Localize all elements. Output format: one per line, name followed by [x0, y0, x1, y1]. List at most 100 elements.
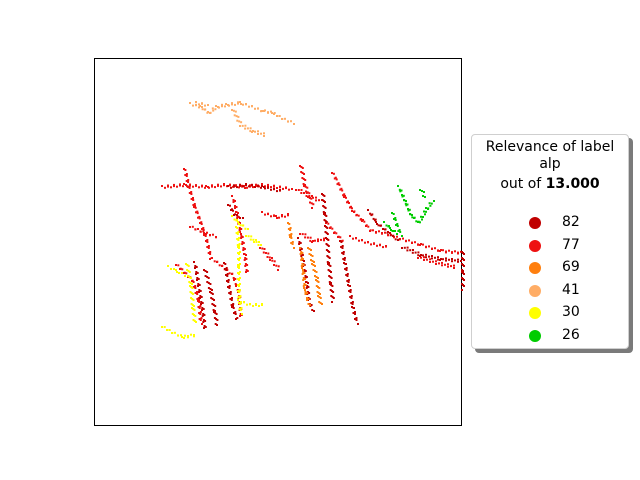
relevance-point	[249, 303, 251, 305]
relevance-point	[259, 247, 261, 249]
relevance-point	[403, 199, 405, 201]
relevance-point	[197, 285, 199, 287]
relevance-point	[229, 183, 231, 186]
relevance-point	[161, 326, 163, 328]
relevance-point	[264, 109, 266, 112]
relevance-point	[273, 184, 275, 187]
relevance-point	[397, 185, 399, 187]
relevance-point	[298, 241, 301, 243]
relevance-point	[361, 239, 363, 241]
relevance-point	[192, 308, 195, 310]
relevance-point	[309, 201, 311, 204]
relevance-point	[212, 233, 214, 236]
relevance-point	[439, 250, 441, 252]
relevance-point	[457, 251, 459, 254]
relevance-point	[233, 185, 235, 188]
relevance-point	[241, 236, 244, 238]
relevance-point	[339, 236, 342, 239]
relevance-point	[245, 184, 247, 187]
relevance-point	[287, 222, 289, 224]
relevance-point	[300, 166, 303, 168]
relevance-point	[199, 297, 201, 299]
relevance-point	[226, 275, 229, 277]
relevance-point	[367, 225, 370, 228]
relevance-point	[324, 214, 327, 216]
relevance-point	[201, 184, 203, 187]
relevance-point	[211, 184, 213, 187]
relevance-point	[199, 230, 202, 233]
relevance-point	[216, 319, 219, 321]
relevance-point	[317, 295, 319, 297]
relevance-point	[230, 186, 232, 189]
relevance-point	[161, 185, 163, 187]
relevance-point	[339, 188, 342, 191]
relevance-point	[284, 117, 286, 120]
relevance-point	[301, 177, 304, 179]
relevance-point	[200, 317, 203, 319]
relevance-point	[234, 207, 236, 209]
relevance-point	[305, 195, 308, 197]
relevance-point	[357, 323, 359, 325]
relevance-point	[232, 109, 235, 112]
relevance-point	[396, 225, 399, 227]
relevance-point	[419, 221, 421, 224]
relevance-point	[321, 193, 323, 195]
relevance-point	[332, 297, 335, 299]
relevance-point	[244, 227, 247, 230]
relevance-point	[239, 125, 241, 127]
relevance-point	[322, 194, 325, 196]
relevance-point	[199, 222, 201, 224]
relevance-point	[315, 279, 317, 281]
relevance-point	[235, 285, 237, 287]
relevance-point	[325, 221, 328, 223]
relevance-point	[326, 233, 329, 235]
relevance-point	[343, 259, 346, 261]
relevance-point	[241, 124, 244, 127]
relevance-point	[279, 185, 281, 188]
relevance-point	[226, 273, 229, 275]
relevance-point	[431, 247, 433, 250]
relevance-point	[236, 214, 238, 216]
relevance-point	[387, 234, 389, 236]
relevance-point	[211, 289, 213, 291]
relevance-point	[445, 257, 447, 260]
relevance-point	[304, 275, 307, 277]
relevance-point	[406, 249, 409, 252]
relevance-point	[198, 318, 201, 320]
relevance-point	[234, 283, 237, 285]
relevance-point	[431, 257, 433, 260]
relevance-point	[331, 301, 333, 303]
relevance-point	[325, 215, 328, 217]
relevance-point	[204, 320, 207, 322]
relevance-point	[211, 107, 214, 110]
relevance-point	[277, 269, 279, 271]
relevance-point	[232, 199, 235, 201]
relevance-point	[430, 202, 433, 205]
relevance-point	[396, 233, 398, 235]
relevance-point	[428, 245, 430, 248]
relevance-point	[305, 276, 308, 278]
relevance-point	[201, 102, 203, 105]
relevance-point	[240, 121, 243, 124]
relevance-point	[184, 334, 186, 337]
relevance-point	[276, 187, 278, 189]
relevance-point	[314, 270, 316, 272]
relevance-point	[302, 178, 305, 180]
relevance-point	[347, 279, 350, 281]
relevance-point	[354, 318, 356, 320]
relevance-point	[205, 240, 207, 242]
relevance-point	[381, 232, 383, 234]
relevance-point	[331, 172, 333, 174]
relevance-point	[201, 309, 203, 311]
relevance-point	[235, 206, 238, 208]
relevance-point	[246, 270, 249, 272]
relevance-point	[437, 256, 439, 259]
relevance-point	[301, 267, 303, 269]
relevance-point	[394, 217, 397, 219]
relevance-point	[200, 301, 203, 303]
relevance-point	[460, 260, 462, 262]
relevance-point	[240, 307, 243, 309]
relevance-point	[304, 233, 307, 236]
relevance-point	[187, 275, 190, 277]
relevance-point	[245, 254, 247, 256]
